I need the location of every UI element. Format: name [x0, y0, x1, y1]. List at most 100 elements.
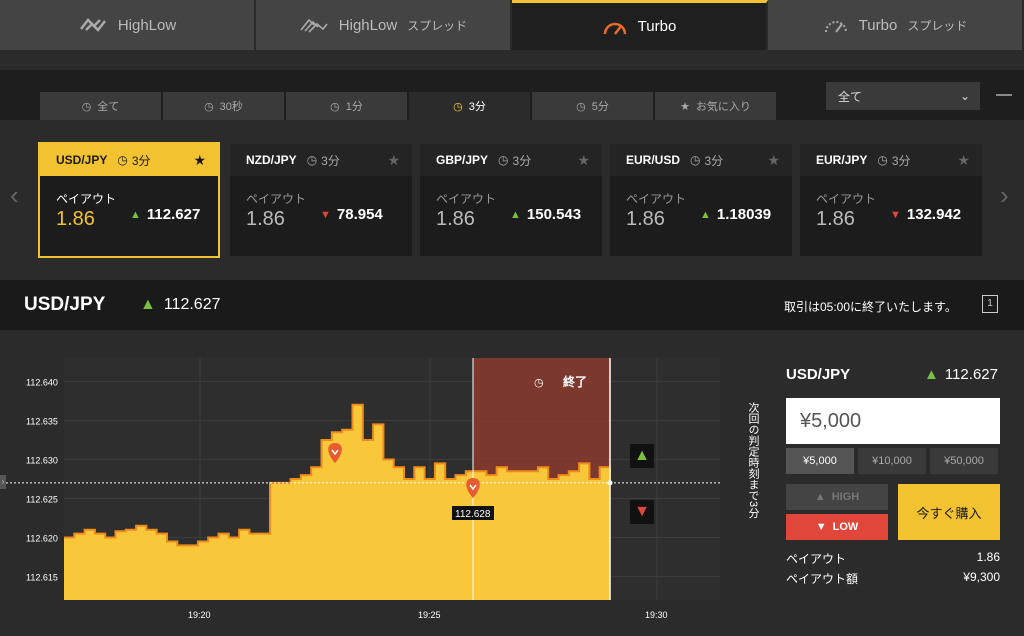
arrow-down-icon: ▼	[634, 503, 650, 520]
clock-icon: ◷	[204, 100, 214, 113]
asset-card[interactable]: USD/JPY ◷ 3分 ★ ペイアウト 1.86 ▲ 112.627	[38, 142, 220, 258]
trading-close-notice: 取引は05:00に終了いたします。	[784, 300, 957, 314]
tab-turbo[interactable]: Turbo	[512, 0, 768, 50]
filter-value: 全て	[838, 89, 863, 104]
amount-presets: ¥5,000 ¥10,000 ¥50,000	[786, 448, 998, 474]
asset-card[interactable]: EUR/JPY ◷ 3分 ★ ペイアウト 1.86 ▼ 132.942	[800, 144, 982, 256]
chevron-right-icon[interactable]: ›	[0, 475, 6, 489]
chevron-right-icon[interactable]: ›	[1000, 180, 1009, 210]
card-rate-value: 78.954	[336, 206, 383, 223]
series-line	[64, 403, 611, 547]
card-rate: ▲ 150.543	[510, 206, 581, 223]
asset-carousel: ‹ › USD/JPY ◷ 3分 ★ ペイアウト 1.86 ▲ 112.627 NZD/JPY ◷…	[0, 120, 1024, 280]
low-label: LOW	[832, 521, 859, 533]
card-time-value: 3分	[512, 153, 532, 168]
x-tick-label: 19:25	[418, 610, 441, 620]
order-symbol: USD/JPY	[786, 366, 851, 383]
amount-input[interactable]	[786, 398, 1000, 444]
card-rate-value: 1.18039	[716, 206, 772, 223]
marker-label-bg	[452, 506, 494, 520]
clock-icon: ◷	[117, 153, 128, 167]
card-payout-value: 1.86	[816, 208, 855, 230]
low-button[interactable]: ▼ LOW	[786, 514, 888, 540]
arrow-up-icon: ▲	[130, 208, 141, 221]
current-rate-dot	[607, 480, 613, 486]
payout-row: ペイアウト 1.86	[786, 550, 1000, 567]
asset-card[interactable]: GBP/JPY ◷ 3分 ★ ペイアウト 1.86 ▲ 150.543	[420, 144, 602, 256]
payout-amount-value: ¥9,300	[963, 570, 1000, 584]
star-icon[interactable]: ★	[577, 151, 590, 168]
preset-10000[interactable]: ¥10,000	[858, 448, 926, 474]
star-icon[interactable]: ★	[957, 151, 970, 168]
arrow-down-icon: ▼	[890, 208, 901, 221]
clock-icon: ◷	[576, 100, 586, 113]
clock-icon: ◷	[306, 153, 318, 167]
expiry-label: 終了	[563, 374, 587, 389]
card-payout-label: ペイアウト	[246, 192, 307, 206]
arrow-up-icon: ▲	[510, 208, 521, 221]
period-tab-5m[interactable]: ◷ 5分	[532, 92, 653, 120]
card-header: NZD/JPY ◷ 3分 ★	[230, 144, 412, 176]
period-label: 5分	[591, 101, 609, 113]
period-label: 全て	[97, 101, 120, 113]
card-time-value: 3分	[321, 153, 340, 168]
star-icon[interactable]: ★	[193, 151, 206, 168]
card-time: ◷ 3分	[690, 152, 723, 169]
card-symbol: NZD/JPY	[246, 153, 297, 167]
tab-label: HighLow	[117, 16, 177, 34]
card-time-value: 3分	[131, 153, 151, 168]
order-rate-value: 112.627	[944, 366, 998, 383]
card-time-value: 3分	[704, 153, 724, 168]
card-time: ◷ 3分	[117, 152, 150, 169]
card-payout-label: ペイアウト	[436, 192, 497, 206]
card-time: ◷ 3分	[498, 152, 531, 169]
highlow-icon	[78, 16, 108, 34]
asset-card[interactable]: EUR/USD ◷ 3分 ★ ペイアウト 1.86 ▲ 1.18039	[610, 144, 792, 256]
buy-now-button[interactable]: 今すぐ購入	[898, 484, 1000, 540]
chart-mode-icon[interactable]: 1	[982, 295, 998, 313]
high-button[interactable]: ▲ HIGH	[786, 484, 888, 510]
period-tabs: ◷ 全て ◷ 30秒 ◷ 1分 ◷ 3分 ◷ 5分 ★ お気に入り	[40, 92, 776, 120]
period-tab-favorites[interactable]: ★ お気に入り	[655, 92, 776, 120]
order-rate: ▲ 112.627	[924, 366, 998, 383]
tab-highlow-spread[interactable]: HighLow スプレッド	[256, 0, 512, 50]
tab-highlow[interactable]: HighLow	[0, 0, 256, 50]
star-icon[interactable]: ★	[387, 151, 400, 168]
asset-rate-value: 112.627	[163, 296, 221, 313]
minimize-icon[interactable]	[996, 94, 1012, 96]
tab-turbo-spread[interactable]: Turbo スプレッド	[768, 0, 1024, 50]
card-payout-value: 1.86	[626, 208, 665, 230]
card-rate: ▲ 112.627	[130, 206, 200, 223]
period-tab-30s[interactable]: ◷ 30秒	[163, 92, 284, 120]
preset-50000[interactable]: ¥50,000	[930, 448, 998, 474]
card-symbol: EUR/USD	[626, 153, 681, 167]
card-rate: ▼ 78.954	[320, 206, 383, 223]
card-symbol: USD/JPY	[56, 153, 108, 167]
payout-amount-label: ペイアウト額	[786, 572, 859, 586]
product-tabs: HighLow HighLow スプレッド Turbo Turbo スプレッド	[0, 0, 1024, 50]
high-label: HIGH	[831, 491, 860, 503]
asset-card[interactable]: NZD/JPY ◷ 3分 ★ ペイアウト 1.86 ▼ 78.954	[230, 144, 412, 256]
chart-high-button[interactable]: ▲	[630, 444, 654, 468]
arrow-up-icon: ▲	[700, 208, 711, 221]
star-icon: ★	[680, 100, 690, 113]
y-tick-label: 112.630	[26, 455, 58, 465]
preset-5000[interactable]: ¥5,000	[786, 448, 854, 474]
card-header: USD/JPY ◷ 3分 ★	[40, 144, 218, 176]
x-tick-label: 19:30	[645, 610, 668, 620]
asset-filter-select[interactable]: 全て ⌄	[826, 82, 980, 110]
arrow-up-icon: ▲	[634, 447, 650, 464]
period-tab-all[interactable]: ◷ 全て	[40, 92, 161, 120]
chevron-left-icon[interactable]: ‹	[10, 180, 19, 210]
period-label: お気に入り	[695, 101, 751, 113]
arrow-up-icon: ▲	[140, 296, 156, 313]
period-tab-3m[interactable]: ◷ 3分	[409, 92, 530, 120]
chart-low-button[interactable]: ▼	[630, 500, 654, 524]
card-symbol: EUR/JPY	[816, 153, 868, 167]
card-payout-label: ペイアウト	[626, 192, 687, 206]
period-tab-1m[interactable]: ◷ 1分	[286, 92, 407, 120]
clock-icon: ◷	[330, 100, 340, 113]
star-icon[interactable]: ★	[767, 151, 780, 168]
card-rate-value: 112.627	[146, 206, 201, 223]
arrow-down-icon: ▼	[320, 208, 331, 221]
